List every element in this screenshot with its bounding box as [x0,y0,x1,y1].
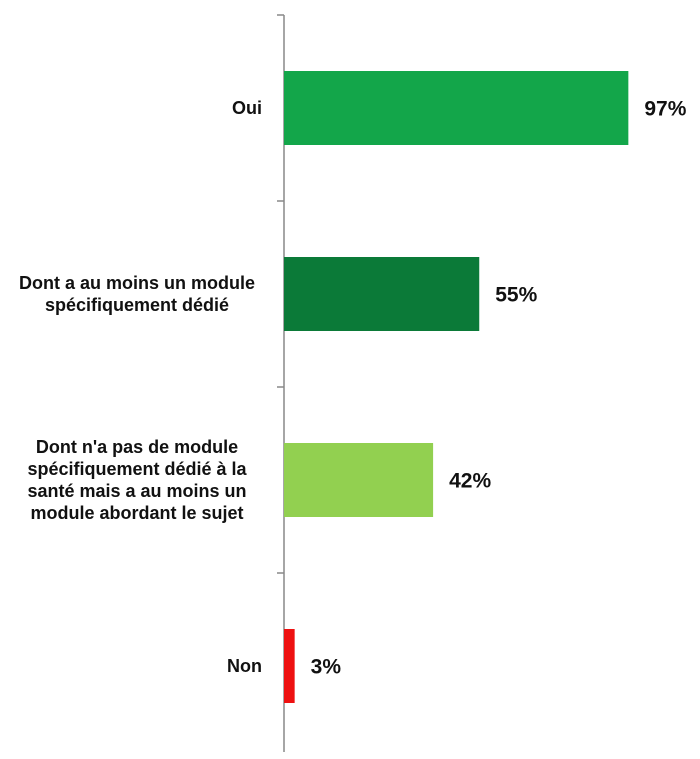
value-label: 55% [495,284,537,307]
bar [284,257,480,331]
category-label: Oui [232,98,262,118]
value-label: 3% [311,656,342,679]
category-label-box: Dont n'a pas de module spécifiquement dé… [0,387,262,573]
value-label: 97% [644,98,686,121]
bar [284,443,434,517]
category-label-box: Non [0,573,262,759]
value-label: 42% [449,470,491,493]
category-label: Non [227,656,262,676]
category-label: Dont n'a pas de module spécifiquement dé… [27,437,247,523]
bar [284,629,295,703]
bar [284,71,629,145]
category-label: Dont a au moins un module spécifiquement… [18,273,255,315]
category-label-box: Oui [0,15,262,201]
category-label-box: Dont a au moins un module spécifiquement… [0,201,262,387]
